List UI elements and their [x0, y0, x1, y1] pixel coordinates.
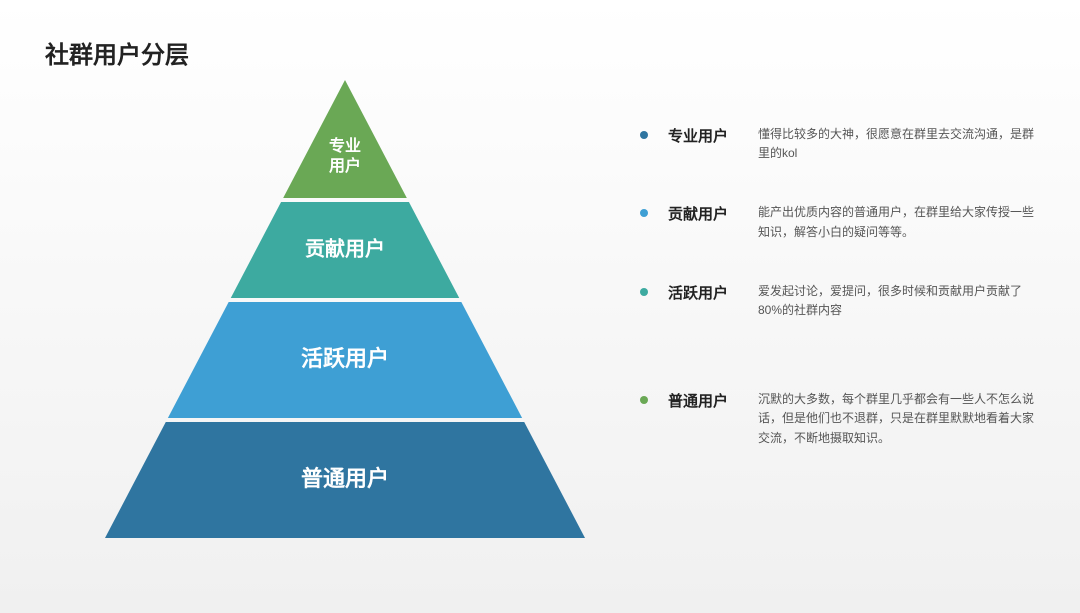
legend-desc: 爱发起讨论，爱提问，很多时候和贡献用户贡献了80%的社群内容 [743, 282, 1040, 320]
legend-bullet [640, 131, 648, 139]
legend-desc: 沉默的大多数，每个群里几乎都会有一些人不怎么说话，但是他们也不退群，只是在群里默… [743, 390, 1040, 448]
legend-label: 活跃用户 [668, 282, 743, 303]
pyramid-label-3: 普通用户 [301, 466, 389, 491]
pyramid-label-2: 活跃用户 [301, 346, 389, 371]
legend-bullet [640, 396, 648, 404]
legend-item-2: 活跃用户爱发起讨论，爱提问，很多时候和贡献用户贡献了80%的社群内容 [640, 282, 1040, 320]
legend-item-0: 专业用户懂得比较多的大神，很愿意在群里去交流沟通，是群里的kol [640, 125, 1040, 163]
legend-item-3: 普通用户沉默的大多数，每个群里几乎都会有一些人不怎么说话，但是他们也不退群，只是… [640, 390, 1040, 448]
legend-bullet [640, 288, 648, 296]
legend-label: 普通用户 [668, 390, 743, 411]
legend-bullet [640, 209, 648, 217]
legend-desc: 能产出优质内容的普通用户，在群里给大家传授一些知识，解答小白的疑问等等。 [743, 203, 1040, 241]
pyramid-label-0-0: 专业 [329, 136, 361, 155]
legend: 专业用户懂得比较多的大神，很愿意在群里去交流沟通，是群里的kol 贡献用户能产出优… [640, 125, 1040, 488]
pyramid-label-0-1: 用户 [329, 156, 361, 175]
legend-label: 贡献用户 [668, 203, 743, 224]
legend-item-1: 贡献用户能产出优质内容的普通用户，在群里给大家传授一些知识，解答小白的疑问等等。 [640, 203, 1040, 241]
pyramid-diagram: 专业用户贡献用户活跃用户普通用户 [105, 80, 585, 550]
legend-desc: 懂得比较多的大神，很愿意在群里去交流沟通，是群里的kol [743, 125, 1040, 163]
pyramid-label-1: 贡献用户 [305, 236, 385, 260]
page-title: 社群用户分层 [45, 35, 189, 70]
legend-label: 专业用户 [668, 125, 743, 146]
